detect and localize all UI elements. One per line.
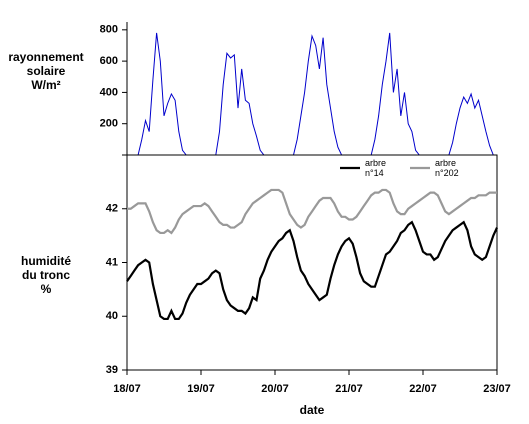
y-tick-label: 200 [100,118,118,130]
y-tick-label: 600 [100,55,118,67]
y-tick-label: 800 [100,24,118,36]
y-tick-label: 42 [106,203,118,215]
x-tick-label: 18/07 [113,383,141,395]
legend-label: arbre n°202 [435,158,459,178]
plot-frame [126,154,498,371]
y-tick-label: 400 [100,86,118,98]
x-tick-label: 20/07 [261,383,289,395]
x-axis-label: date [299,403,325,417]
y-axis-label: rayonnement solaire W/m² [8,50,84,92]
x-tick-label: 21/07 [335,383,363,395]
series-line [127,188,497,235]
series-line [126,220,498,321]
x-tick-label: 22/07 [409,383,437,395]
series-line [127,32,497,156]
x-tick-label: 23/07 [483,383,511,395]
legend-label: arbre n°14 [365,158,387,178]
y-tick-label: 39 [106,364,118,376]
y-tick-label: 41 [106,256,118,268]
y-axis-label: humidité du tronc % [21,254,71,296]
y-tick-label: 40 [106,310,118,322]
x-tick-label: 19/07 [187,383,215,395]
